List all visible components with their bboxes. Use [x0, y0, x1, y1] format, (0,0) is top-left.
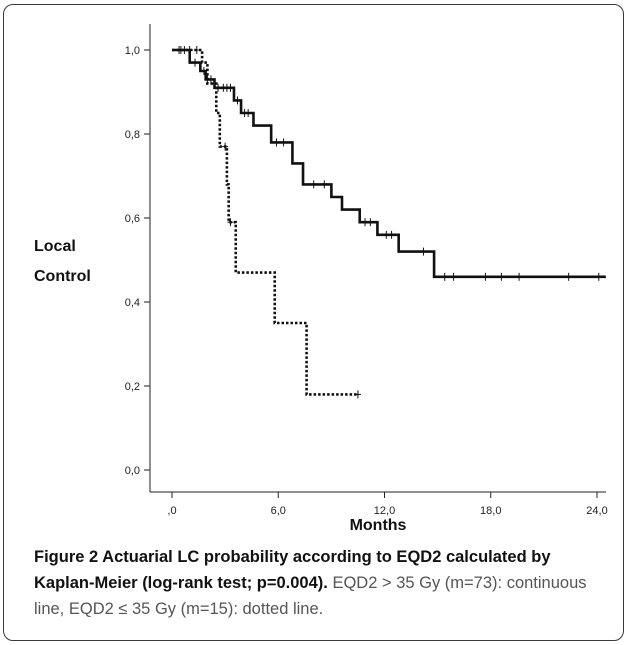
- y-axis-label-line-2: Control: [34, 268, 91, 285]
- caption-title: Figure 2 Actuarial LC probability accord…: [34, 548, 551, 592]
- x-tick-label: 12,0: [374, 505, 395, 517]
- dotted-survival-line: [172, 48, 358, 396]
- y-tick-label: 0,4: [125, 297, 140, 309]
- y-axis-label: Local Control: [34, 232, 91, 292]
- figure-frame: [3, 4, 624, 641]
- plot-area: [172, 46, 606, 399]
- solid-survival-line: [172, 48, 606, 279]
- km-chart: 0,0 0,2 0,4 0,6 0,8 1,0 ,0 6,0 12,0 18,0 24,0 Month…: [125, 24, 608, 534]
- x-tick-label: 24,0: [586, 505, 607, 517]
- y-tick-label: 0,2: [125, 381, 140, 393]
- x-tick-label: 6,0: [271, 505, 286, 517]
- chart-axes: 0,0 0,2 0,4 0,6 0,8 1,0 ,0 6,0 12,0 18,0 24,0 Month…: [125, 24, 608, 534]
- figure-caption: Figure 2 Actuarial LC probability accord…: [34, 544, 614, 622]
- y-tick-label: 0,0: [125, 465, 140, 477]
- y-axis-label-line-1: Local: [34, 238, 76, 255]
- y-tick-label: 0,8: [125, 129, 140, 141]
- x-tick-label: ,0: [167, 505, 176, 517]
- y-tick-label: 1,0: [125, 45, 140, 57]
- y-tick-label: 0,6: [125, 213, 140, 225]
- x-tick-label: 18,0: [480, 505, 501, 517]
- x-axis-label: Months: [350, 517, 407, 534]
- caption-text: EQD2 > 35 Gy (m=73): continuous line, EQ…: [34, 574, 587, 618]
